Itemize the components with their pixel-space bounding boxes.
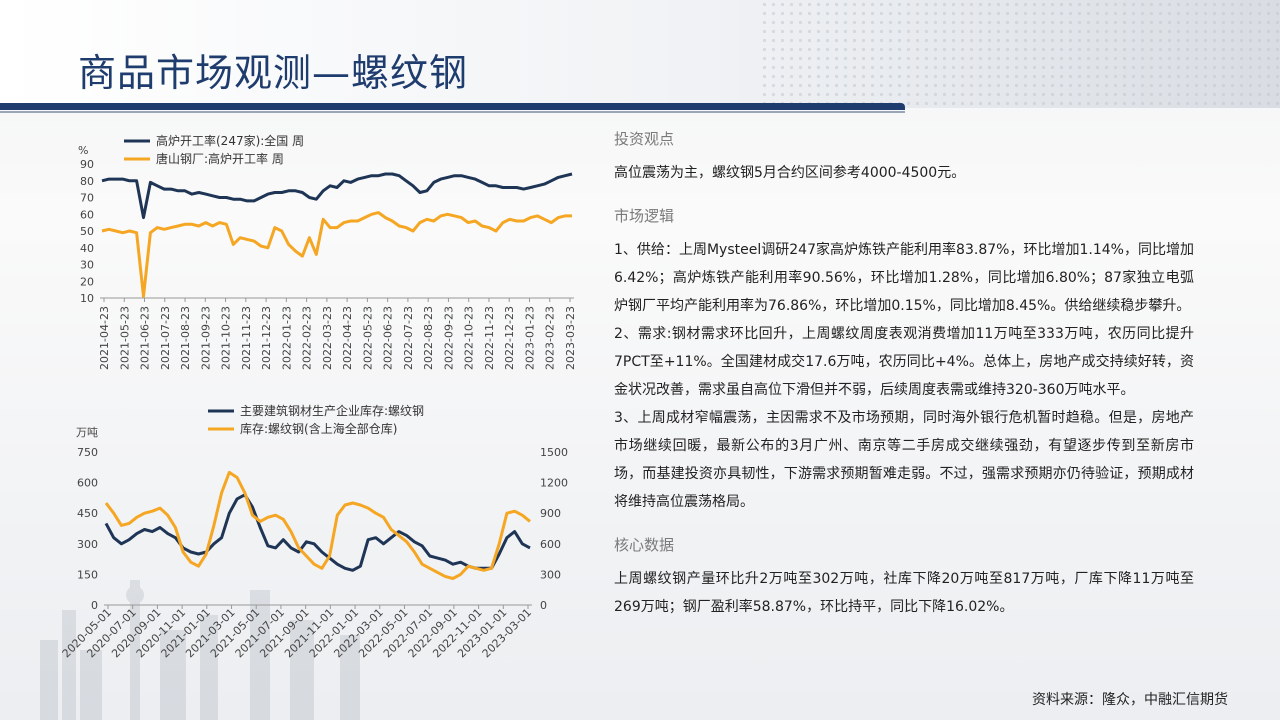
core-text: 上周螺纹钢产量环比升2万吨至302万吨，社库下降20万吨至817万吨，厂库下降1… — [614, 571, 1194, 615]
y-tick-label: 150 — [77, 568, 98, 581]
x-tick-label: 2022-11-23 — [483, 306, 496, 370]
page-title: 商品市场观测—螺纹钢 — [78, 51, 469, 95]
x-tick-label: 2022-09-23 — [442, 306, 455, 370]
x-tick-label: 2021-12-23 — [260, 306, 273, 370]
x-tick-label: 2023-03-23 — [564, 306, 577, 370]
logic-title: 市场逻辑 — [614, 207, 675, 225]
series-line — [101, 211, 572, 298]
y2-tick-label: 0 — [540, 599, 547, 612]
logic-outlook: 3、上周成材窄幅震荡，主因需求不及市场预期，同时海外银行危机暂时趋稳。但是，房地… — [614, 410, 1194, 510]
x-tick-label: 2022-01-23 — [280, 306, 293, 370]
logic-demand: 2、需求:钢材需求环比回升，上周螺纹周度表观消费增加11万吨至333万吨，农历同… — [614, 326, 1194, 398]
legend-label: 主要建筑钢材生产企业库存:螺纹钢 — [240, 403, 424, 418]
x-tick-label: 2021-09-23 — [199, 306, 212, 370]
view-title: 投资观点 — [614, 130, 675, 148]
x-tick-label: 2022-05-23 — [361, 306, 374, 370]
y2-tick-label: 1200 — [540, 477, 568, 490]
legend-label: 库存:螺纹钢(含上海全部仓库) — [240, 421, 397, 436]
y-tick-label: 70 — [80, 192, 94, 205]
title-rule — [0, 103, 905, 110]
series-line — [104, 493, 531, 572]
chart-blast-furnace: 高炉开工率(247家):全国 周唐山钢厂:高炉开工率 周% 10 20 30 40 50 6… — [62, 126, 592, 376]
y-tick-label: 50 — [80, 225, 94, 238]
series-line — [104, 470, 531, 580]
x-tick-label: 2021-07-23 — [159, 306, 172, 370]
x-tick-label: 2022-12-23 — [503, 306, 516, 370]
x-tick-label: 2022-07-23 — [402, 306, 415, 370]
x-tick-label: 2022-06-23 — [382, 306, 395, 370]
y-tick-label: 750 — [77, 446, 98, 459]
y-tick-label: 90 — [80, 158, 94, 171]
x-tick-label: 2021-04-23 — [98, 306, 111, 370]
dotted-map-decoration — [760, 0, 1280, 105]
y-axis-unit: % — [78, 144, 88, 157]
x-tick-label: 2022-04-23 — [341, 306, 354, 370]
chart-rebar-inventory: 主要建筑钢材生产企业库存:螺纹钢 库存:螺纹钢(含上海全部仓库) 万吨 0 150 300… — [62, 398, 592, 688]
x-tick-label: 2022-10-23 — [463, 306, 476, 370]
y2-tick-label: 300 — [540, 568, 561, 581]
x-tick-label: 2022-03-23 — [321, 306, 334, 370]
y-tick-label: 600 — [77, 477, 98, 490]
x-tick-label: 2021-11-23 — [240, 306, 253, 370]
y-tick-label: 40 — [80, 242, 94, 255]
analysis-panel: 投资观点 高位震荡为主，螺纹钢5月合约区间参考4000-4500元。 市场逻辑 … — [614, 128, 1194, 621]
view-text: 高位震荡为主，螺纹钢5月合约区间参考4000-4500元。 — [614, 165, 966, 181]
source-note: 资料来源：隆众，中融汇信期货 — [1032, 692, 1228, 708]
y-tick-label: 300 — [77, 538, 98, 551]
logic-supply: 1、供给：上周Mysteel调研247家高炉炼铁产能利用率83.87%，环比增加… — [614, 242, 1194, 314]
city-skyline-decoration — [40, 580, 360, 720]
legend-label: 唐山钢厂:高炉开工率 周 — [156, 151, 284, 166]
x-tick-label: 2021-06-23 — [139, 306, 152, 370]
y2-tick-label: 900 — [540, 507, 561, 520]
y2-tick-label: 1500 — [540, 446, 568, 459]
y-tick-label: 20 — [80, 275, 94, 288]
y-tick-label: 0 — [91, 599, 98, 612]
title-rule-thin — [0, 111, 905, 113]
y-tick-label: 30 — [80, 259, 94, 272]
y-tick-label: 80 — [80, 175, 94, 188]
y-tick-label: 450 — [77, 507, 98, 520]
x-tick-label: 2022-02-23 — [301, 306, 314, 370]
x-tick-label: 2023-01-23 — [523, 306, 536, 370]
core-title: 核心数据 — [614, 536, 675, 554]
legend-label: 高炉开工率(247家):全国 周 — [156, 133, 304, 148]
x-tick-label: 2021-10-23 — [220, 306, 233, 370]
y-axis-unit: 万吨 — [76, 426, 98, 439]
x-tick-label: 2023-02-23 — [544, 306, 557, 370]
y-tick-label: 60 — [80, 208, 94, 221]
y-tick-label: 10 — [80, 292, 94, 305]
x-tick-label: 2021-08-23 — [179, 306, 192, 370]
series-line — [101, 172, 573, 220]
y2-tick-label: 600 — [540, 538, 561, 551]
x-tick-label: 2021-05-23 — [118, 306, 131, 370]
x-tick-label: 2022-08-23 — [422, 306, 435, 370]
